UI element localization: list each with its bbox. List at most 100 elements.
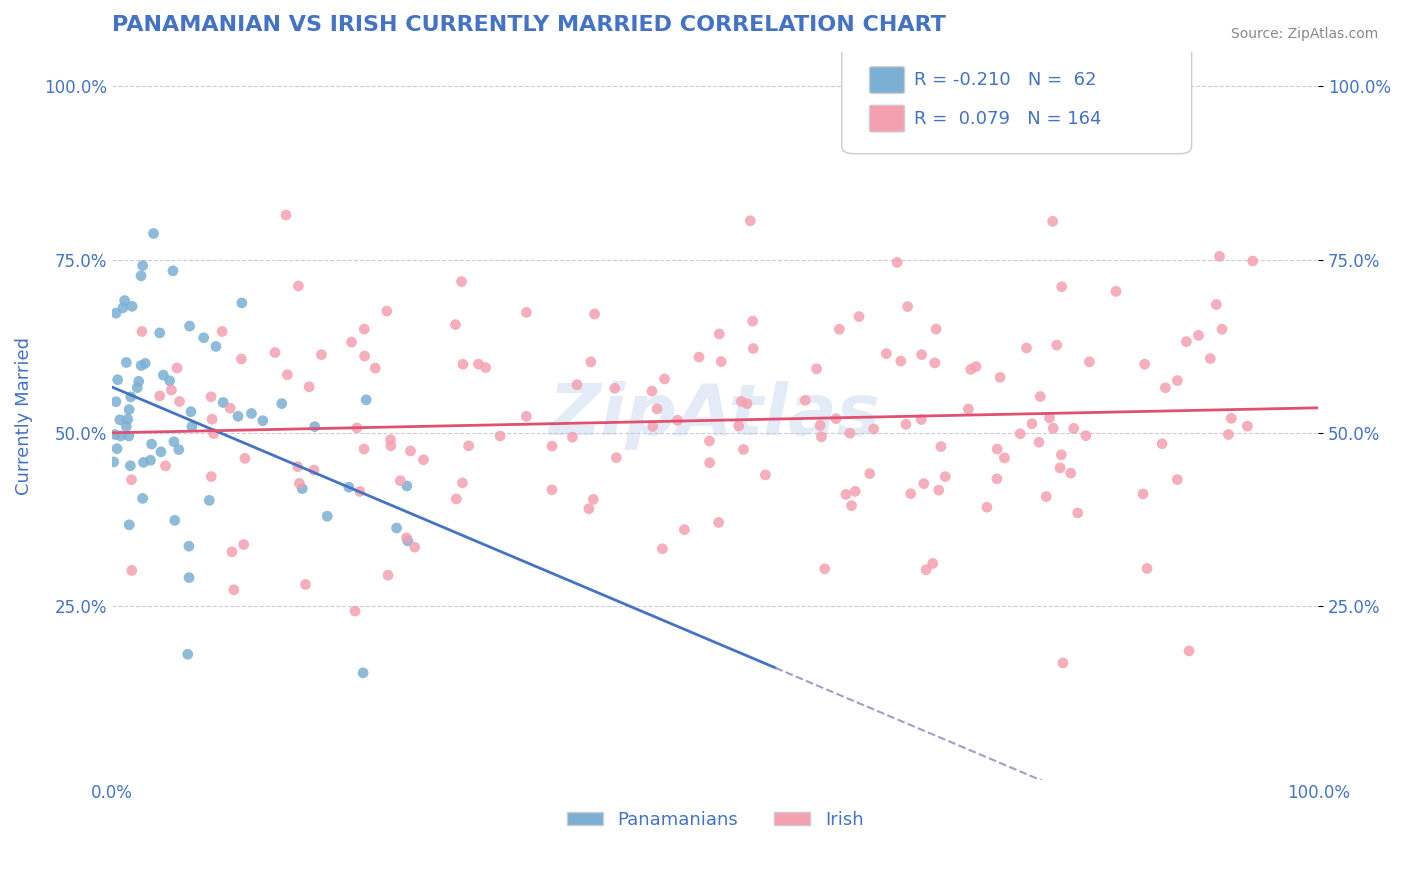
Point bbox=[149, 389, 172, 403]
Point bbox=[641, 384, 664, 398]
Point bbox=[232, 537, 254, 551]
Point bbox=[709, 326, 731, 341]
Point bbox=[180, 405, 202, 419]
Point bbox=[155, 458, 177, 473]
Point bbox=[814, 562, 837, 576]
Point bbox=[104, 427, 127, 442]
Point bbox=[928, 483, 950, 497]
Point bbox=[169, 394, 191, 409]
Point bbox=[541, 483, 564, 497]
Point bbox=[115, 355, 138, 369]
Point bbox=[252, 414, 274, 428]
Point bbox=[107, 373, 129, 387]
Point bbox=[900, 486, 922, 500]
Point bbox=[688, 350, 710, 364]
Point bbox=[288, 476, 311, 491]
Point bbox=[1029, 390, 1052, 404]
FancyBboxPatch shape bbox=[869, 105, 904, 132]
Point bbox=[1035, 490, 1057, 504]
Point bbox=[1028, 435, 1050, 450]
Point bbox=[193, 331, 215, 345]
Point bbox=[159, 374, 181, 388]
Point bbox=[304, 419, 326, 434]
Point bbox=[364, 361, 387, 376]
Point bbox=[103, 455, 125, 469]
Point bbox=[976, 500, 998, 515]
Point bbox=[444, 318, 467, 332]
Point bbox=[828, 322, 851, 336]
Point bbox=[274, 208, 297, 222]
Point bbox=[353, 442, 375, 456]
Point bbox=[380, 433, 402, 447]
Point bbox=[128, 374, 150, 388]
Point bbox=[117, 412, 139, 426]
Point bbox=[118, 402, 141, 417]
Point bbox=[202, 426, 225, 441]
Point bbox=[1166, 473, 1188, 487]
Point bbox=[395, 479, 418, 493]
Point bbox=[515, 409, 537, 424]
Y-axis label: Currently Married: Currently Married bbox=[15, 336, 32, 495]
Point bbox=[957, 402, 980, 417]
Point bbox=[399, 444, 422, 458]
Point bbox=[389, 474, 412, 488]
Point bbox=[340, 335, 363, 350]
Point bbox=[395, 531, 418, 545]
Point bbox=[959, 362, 981, 376]
Point bbox=[699, 434, 721, 448]
Point bbox=[929, 440, 952, 454]
Point bbox=[349, 484, 371, 499]
Point bbox=[162, 264, 184, 278]
Point bbox=[841, 499, 863, 513]
Point bbox=[211, 325, 233, 339]
Point bbox=[120, 390, 142, 404]
Point bbox=[294, 577, 316, 591]
Point bbox=[298, 380, 321, 394]
Point bbox=[641, 419, 664, 434]
Point bbox=[993, 450, 1015, 465]
Text: R =  0.079   N = 164: R = 0.079 N = 164 bbox=[914, 110, 1102, 128]
Point bbox=[1136, 561, 1159, 575]
Point bbox=[603, 381, 626, 395]
Point bbox=[163, 434, 186, 449]
Point bbox=[233, 451, 256, 466]
Point bbox=[727, 418, 749, 433]
Text: PANAMANIAN VS IRISH CURRENTLY MARRIED CORRELATION CHART: PANAMANIAN VS IRISH CURRENTLY MARRIED CO… bbox=[112, 15, 946, 35]
Point bbox=[666, 413, 689, 427]
Point bbox=[222, 582, 245, 597]
Point bbox=[1211, 322, 1233, 336]
Point bbox=[1060, 466, 1083, 480]
Point bbox=[1133, 357, 1156, 371]
Point bbox=[1220, 411, 1243, 425]
Point bbox=[377, 568, 399, 582]
Point bbox=[141, 437, 163, 451]
Point bbox=[412, 452, 434, 467]
Point bbox=[541, 439, 564, 453]
Point bbox=[561, 430, 583, 444]
Point bbox=[131, 259, 153, 273]
Point bbox=[1063, 421, 1085, 435]
Point bbox=[565, 377, 588, 392]
FancyBboxPatch shape bbox=[842, 45, 1192, 153]
Point bbox=[825, 411, 848, 425]
Legend: Panamanians, Irish: Panamanians, Irish bbox=[560, 804, 870, 836]
Point bbox=[806, 361, 828, 376]
FancyBboxPatch shape bbox=[869, 67, 904, 94]
Point bbox=[291, 482, 314, 496]
Point bbox=[810, 430, 832, 444]
Point bbox=[111, 301, 134, 315]
Point bbox=[1015, 341, 1038, 355]
Point bbox=[578, 501, 600, 516]
Point bbox=[352, 665, 374, 680]
Point bbox=[353, 322, 375, 336]
Point bbox=[179, 319, 201, 334]
Point bbox=[1199, 351, 1222, 366]
Point bbox=[808, 418, 831, 433]
Point bbox=[457, 439, 479, 453]
Point bbox=[231, 352, 253, 367]
Point bbox=[177, 539, 200, 553]
Point bbox=[673, 523, 696, 537]
Point bbox=[160, 383, 183, 397]
Point bbox=[337, 480, 360, 494]
Point bbox=[651, 541, 673, 556]
